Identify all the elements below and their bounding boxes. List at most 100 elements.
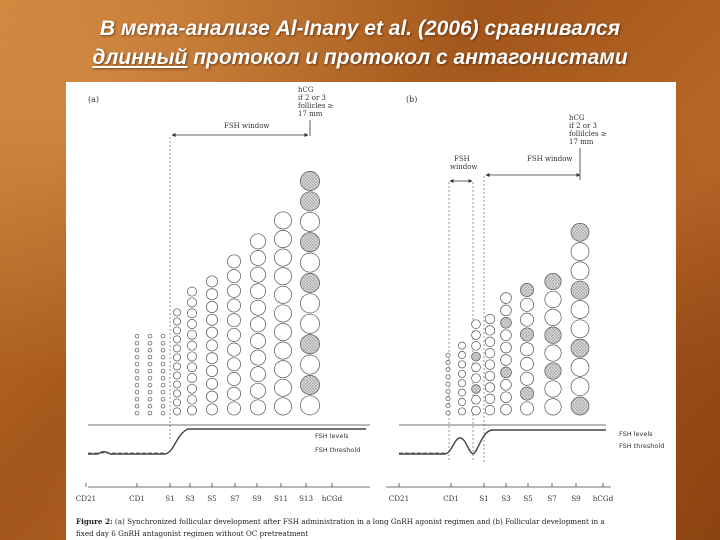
panel-b-follicle <box>484 393 496 404</box>
title-line-2-rest: протокол и протокол с антагонистами <box>187 46 628 69</box>
panel-b-follicle <box>520 342 534 357</box>
panel-b-tick-label: S3 <box>501 494 511 503</box>
panel-a-tick-label: S1 <box>165 494 175 503</box>
panel-b-tick-label: S5 <box>523 494 533 503</box>
panel-b-follicle <box>484 359 496 370</box>
panel-a-follicle <box>206 301 218 313</box>
panel-a-follicle <box>147 382 153 388</box>
panel-b-follicle <box>458 369 466 378</box>
panel-a-hcg-note: hCG if 2 or 3 follicles ≥ 17 mm <box>298 86 334 118</box>
panel-a-follicle <box>160 375 166 381</box>
panel-b-follicle <box>520 386 534 401</box>
panel-a-follicle <box>187 340 197 351</box>
panel-a-follicle <box>300 375 320 395</box>
panel-a-follicle <box>134 403 140 409</box>
panel-a-follicle <box>250 316 266 333</box>
panel-b-follicle <box>484 325 496 336</box>
panel-b-follicle <box>445 410 451 416</box>
panel-b-follicle <box>520 297 534 312</box>
panel-b-follicle <box>544 398 562 416</box>
panel-b-follicle <box>471 330 481 340</box>
panel-b-follicle <box>445 403 451 409</box>
panel-b-follicle <box>471 373 481 383</box>
panel-b-follicle <box>500 354 512 366</box>
panel-a-follicle <box>227 254 241 269</box>
panel-a-follicle <box>173 371 181 380</box>
panel-a-follicle <box>187 319 197 329</box>
panel-b-follicle <box>570 242 590 261</box>
panel-a-follicle <box>274 211 292 230</box>
panel-b-follicle <box>544 380 562 398</box>
panel-b-hcg-line-3: follilcles ≥ <box>569 130 607 138</box>
panel-b-follicle <box>484 405 496 416</box>
panel-b-follicle <box>500 341 512 354</box>
panel-a-follicle <box>250 250 266 266</box>
panel-b-follicle <box>458 379 466 388</box>
panel-a-follicle <box>227 269 241 284</box>
panel-b-follicle <box>570 261 590 281</box>
panel-b-follicle <box>458 388 466 397</box>
panel-a-follicle <box>173 407 181 416</box>
panel-b-follicle <box>570 338 590 358</box>
panel-b-follicle <box>570 377 590 397</box>
panel-b-axis-ticks: CD21 CD1 S1 S3 S5 S7 S9 hCGd <box>389 483 614 503</box>
panel-a-follicle <box>147 368 153 374</box>
panel-a-follicle <box>274 304 292 323</box>
panel-a-tick-label: S5 <box>207 494 217 503</box>
panel-a-follicle <box>274 248 292 267</box>
panel-a-follicle <box>206 377 218 390</box>
panel-a-follicle <box>250 366 266 383</box>
panel-b-follicle <box>445 360 451 365</box>
panel-a-follicle <box>187 373 197 383</box>
panel-a-follicle <box>147 333 153 339</box>
panel-a-tick-label: hCGd <box>322 494 343 503</box>
panel-b-follicle <box>500 329 512 341</box>
panel-b-follicle <box>445 352 451 358</box>
panel-b-follicle <box>500 391 512 403</box>
panel-a-follicle <box>160 354 166 360</box>
panel-b-follicle <box>544 362 562 380</box>
panel-b-follicle <box>570 396 590 416</box>
panel-a-follicle <box>134 361 140 367</box>
panel-a-follicle <box>300 273 320 293</box>
panel-a-follicle <box>274 267 292 286</box>
panel-a-follicle <box>227 313 241 328</box>
panel-b-follicle <box>458 398 466 406</box>
panel-a-tick-label: CD21 <box>76 494 96 503</box>
panel-a-follicle <box>173 308 181 317</box>
panel-b-tick-label: CD1 <box>443 494 459 503</box>
slide-title: В мета-анализе Al-Inany et al. (2006) ср… <box>0 14 720 72</box>
panel-a-follicle <box>134 410 140 416</box>
panel-b-follicle <box>520 357 534 371</box>
panel-b-follicle <box>471 384 481 394</box>
panel-a-follicle <box>187 394 197 405</box>
panel-b-follicle <box>471 319 481 329</box>
title-underlined-word: длинный <box>92 46 188 69</box>
panel-b-tick-label: hCGd <box>593 494 614 503</box>
panel-a-hcg-line-4: 17 mm <box>298 110 323 118</box>
panel-a-follicle <box>160 389 166 395</box>
panel-a-legend-threshold: FSH threshold <box>315 446 360 454</box>
panel-a-follicle <box>206 288 218 301</box>
panel-a-follicle <box>160 410 166 416</box>
panel-b-follicle <box>520 401 534 416</box>
panel-b-follicle <box>445 381 451 387</box>
panel-a-follicle <box>187 329 197 340</box>
panel-a-follicle <box>250 266 266 283</box>
panel-a-tick-label: S7 <box>230 494 240 503</box>
panel-b-follicle <box>458 407 466 416</box>
panel-b-hcg-line-1: hCG <box>569 114 585 122</box>
panel-a-follicle <box>147 410 153 416</box>
panel-b-follicle <box>471 341 481 351</box>
panel-a-tick-label: CD1 <box>129 494 145 503</box>
panel-b-tick-label: S7 <box>547 494 557 503</box>
panel-b-fsh-window-label: FSH window <box>527 155 572 163</box>
panel-a-legend-levels: FSH levels <box>315 432 349 440</box>
panel-b-follicle <box>570 222 590 242</box>
panel-a-follicle <box>206 403 218 416</box>
panel-b-follicle <box>544 272 562 291</box>
figure-svg: (a) hCG if 2 or 3 follicles ≥ 17 mm FSH … <box>76 86 665 538</box>
panel-a-follicle <box>250 333 266 349</box>
panel-a-tick-label: S9 <box>252 494 262 503</box>
panel-a-tick-label: S13 <box>299 494 313 503</box>
